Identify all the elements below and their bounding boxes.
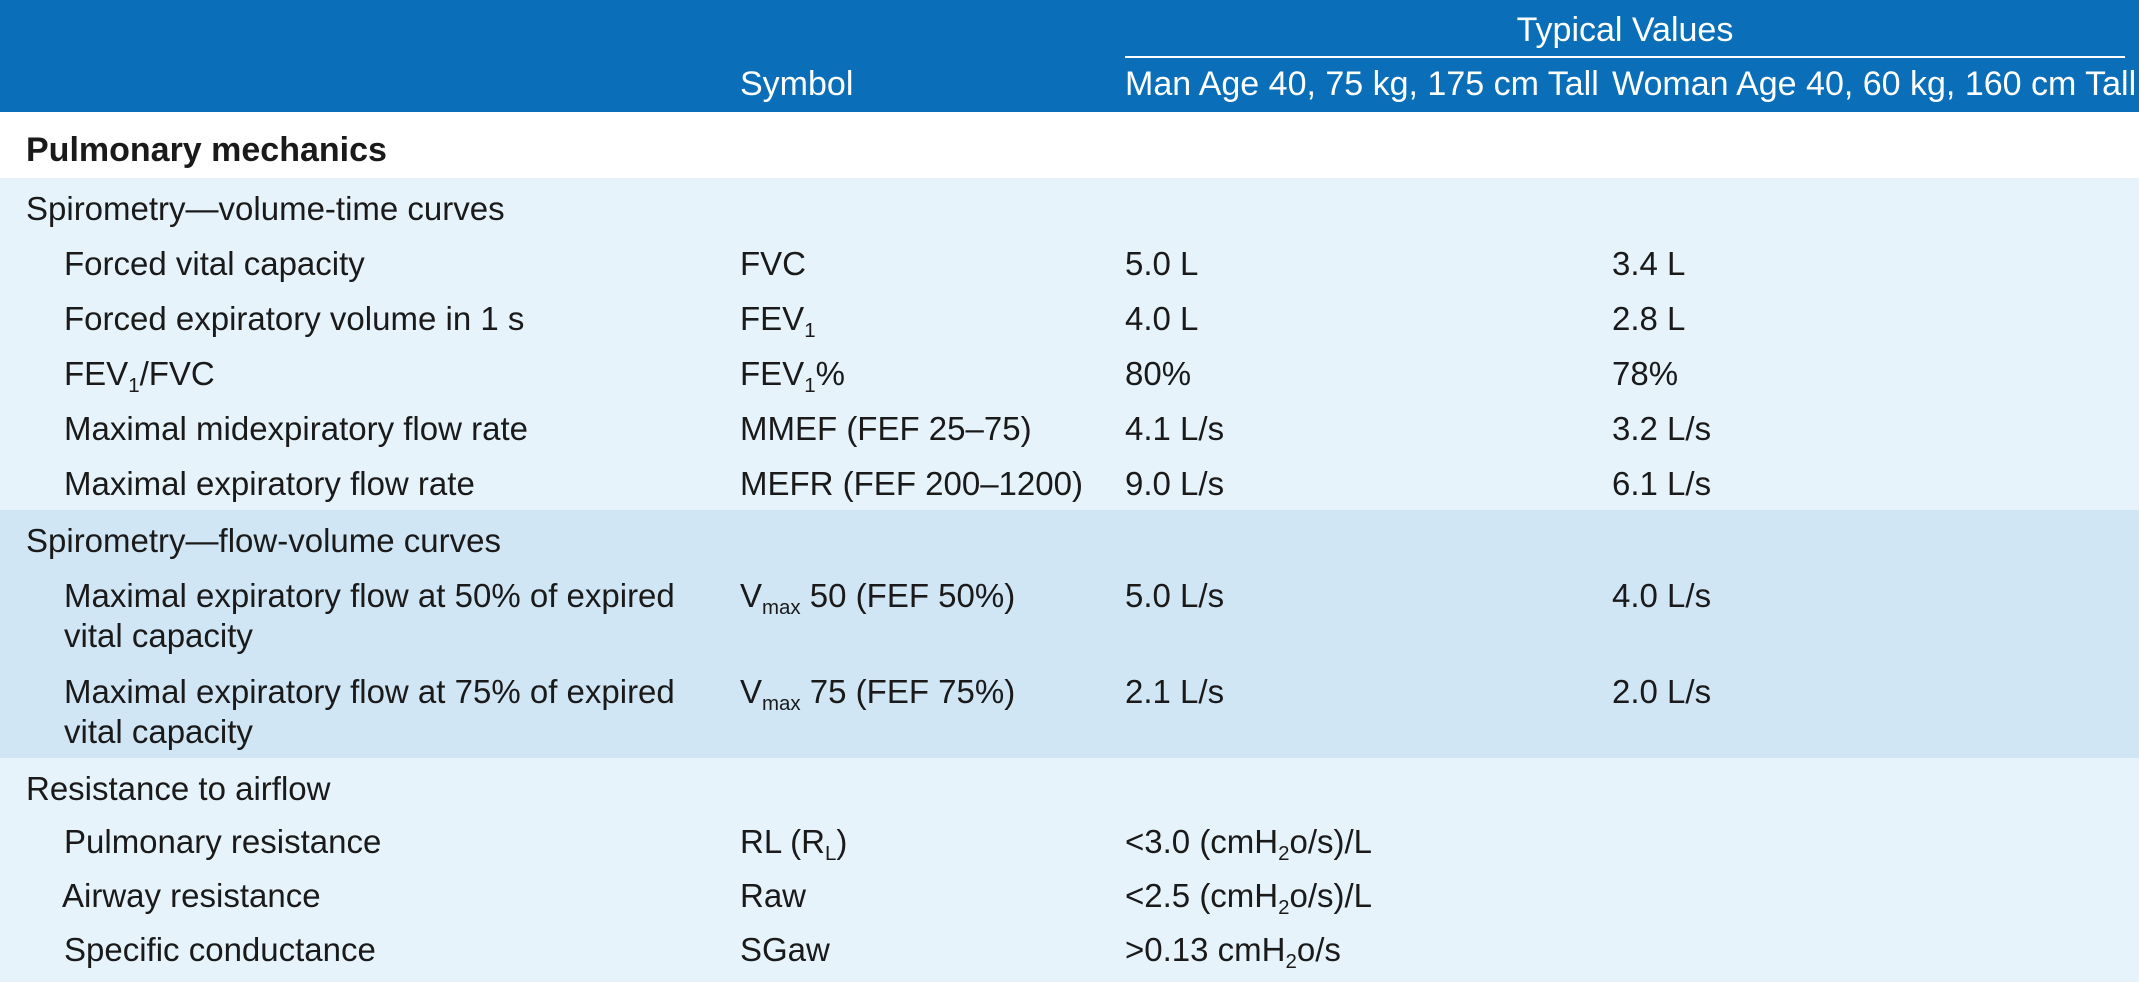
woman-value: 3.4 L: [1612, 245, 1686, 282]
woman-value: 3.2 L/s: [1612, 410, 1712, 447]
group-title: Spirometry—volume-time curves: [26, 190, 505, 227]
group-title: Spirometry—flow-volume curves: [26, 522, 501, 559]
section-title: Pulmonary mechanics: [26, 131, 387, 169]
man-value: 5.0 L: [1125, 245, 1199, 282]
symbol-subscript: max: [762, 692, 801, 716]
group-resistance: Resistance to airflow Pulmonary resistan…: [0, 758, 2139, 982]
man-value: >0.13 cmH2o/s: [1125, 930, 1341, 974]
name-suffix: /FVC: [139, 355, 215, 392]
name-subscript: 1: [128, 374, 140, 398]
symbol-text: FEV: [740, 300, 805, 337]
symbol-text: FEV: [740, 355, 805, 392]
table-header: Typical Values Symbol Man Age 40, 75 kg,…: [0, 0, 2139, 112]
woman-column-header: Woman Age 40, 60 kg, 160 cm Tall: [1612, 65, 2137, 103]
symbol-subscript: 1: [804, 319, 816, 343]
symbol-text: RL (R: [740, 823, 825, 860]
group-title: Resistance to airflow: [26, 770, 331, 807]
value-suffix: o/s)/L: [1289, 823, 1373, 860]
group-volume-time: Spirometry—volume-time curves Forced vit…: [0, 178, 2139, 510]
measurement-symbol: MEFR (FEF 200–1200): [740, 465, 1083, 502]
value-text: <2.5 (cmH: [1125, 877, 1279, 914]
measurement-name: Specific conductance: [64, 931, 376, 968]
value-suffix: o/s)/L: [1289, 877, 1373, 914]
symbol-subscript: max: [762, 596, 801, 620]
value-subscript: 2: [1285, 950, 1297, 974]
value-suffix: o/s: [1296, 931, 1341, 968]
man-value: 80%: [1125, 355, 1192, 392]
symbol-suffix: 75 (FEF 75%): [800, 673, 1016, 710]
value-text: >0.13 cmH: [1125, 931, 1286, 968]
measurement-symbol: SGaw: [740, 931, 830, 968]
measurement-symbol: Raw: [740, 877, 807, 914]
measurement-symbol: MMEF (FEF 25–75): [740, 410, 1032, 447]
man-value: 4.1 L/s: [1125, 410, 1225, 447]
man-column-header: Man Age 40, 75 kg, 175 cm Tall: [1125, 65, 1599, 103]
value-subscript: 2: [1278, 896, 1290, 920]
symbol-column-header: Symbol: [740, 65, 854, 103]
measurement-name: FEV1/FVC: [64, 354, 215, 398]
measurement-name: Maximal expiratory flow rate: [64, 465, 475, 502]
value-text: <3.0 (cmH: [1125, 823, 1279, 860]
woman-value: 6.1 L/s: [1612, 465, 1712, 502]
header-rule: [1125, 56, 2125, 58]
symbol-suffix: 50 (FEF 50%): [800, 577, 1016, 614]
symbol-subscript: 1: [804, 374, 816, 398]
woman-value: 78%: [1612, 355, 1679, 392]
measurement-name: Maximal expiratory flow at 75% of expire…: [64, 673, 675, 750]
group-flow-volume: Spirometry—flow-volume curves Maximal ex…: [0, 510, 2139, 758]
woman-value: 2.0 L/s: [1612, 673, 1712, 710]
measurement-symbol: FEV1: [740, 299, 816, 343]
measurement-name: Pulmonary resistance: [64, 823, 382, 860]
man-value: <3.0 (cmH2o/s)/L: [1125, 822, 1373, 866]
woman-value: 2.8 L: [1612, 300, 1686, 337]
man-value: <2.5 (cmH2o/s)/L: [1125, 876, 1373, 920]
symbol-suffix: %: [815, 355, 845, 392]
measurement-name: Forced expiratory volume in 1 s: [64, 300, 525, 337]
measurement-name: Maximal midexpiratory flow rate: [64, 410, 528, 447]
measurement-symbol: FVC: [740, 245, 806, 282]
name-text: FEV: [64, 355, 129, 392]
symbol-text: V: [740, 577, 763, 614]
man-value: 4.0 L: [1125, 300, 1199, 337]
symbol-suffix: ): [836, 823, 848, 860]
man-value: 5.0 L/s: [1125, 577, 1225, 614]
measurement-name: Maximal expiratory flow at 50% of expire…: [64, 577, 675, 654]
measurement-symbol: FEV1%: [740, 354, 845, 398]
woman-value: 4.0 L/s: [1612, 577, 1712, 614]
symbol-subscript: L: [824, 842, 837, 866]
measurement-symbol: RL (RL): [740, 822, 848, 866]
man-value: 9.0 L/s: [1125, 465, 1225, 502]
symbol-text: V: [740, 673, 763, 710]
measurement-name: Forced vital capacity: [64, 245, 365, 282]
measurement-symbol: Vmax 75 (FEF 75%): [740, 672, 1016, 716]
man-value: 2.1 L/s: [1125, 673, 1225, 710]
typical-values-heading: Typical Values: [1516, 11, 1734, 49]
measurement-symbol: Vmax 50 (FEF 50%): [740, 576, 1016, 620]
value-subscript: 2: [1278, 842, 1290, 866]
measurement-name: Airway resistance: [62, 877, 321, 914]
